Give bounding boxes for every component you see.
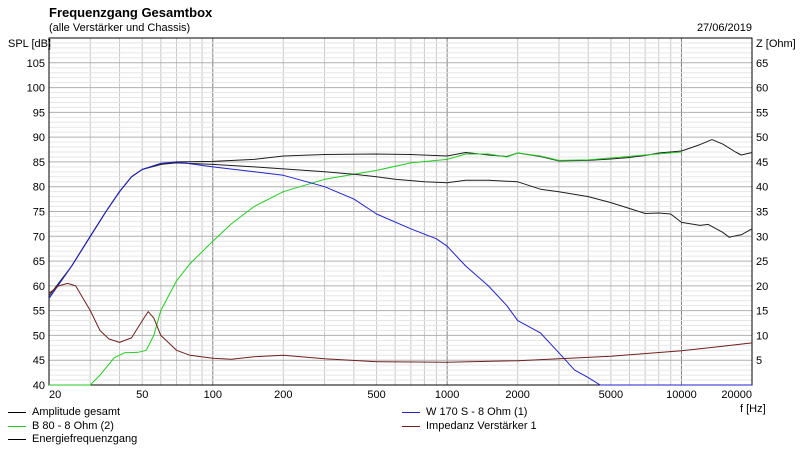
- series-line-0: [48, 139, 753, 297]
- series-line-4: [48, 282, 753, 363]
- legend-swatch: [8, 438, 26, 440]
- plot-frame: [48, 37, 753, 386]
- y-tick-label: 60: [33, 281, 45, 293]
- legend-item-energie: Energiefrequenzgang: [8, 433, 137, 446]
- x-tick-label: 500: [367, 389, 385, 401]
- y-axis-label: SPL [dB]: [8, 38, 52, 50]
- y2-tick-label: 10: [756, 330, 768, 342]
- x-tick-label: 200: [274, 389, 292, 401]
- x-tick-label: 1000: [435, 389, 459, 401]
- legend-swatch: [8, 411, 26, 413]
- y-tick-label: 80: [33, 182, 45, 194]
- series-line-2: [48, 162, 753, 299]
- legend-item-b80: B 80 - 8 Ohm (2): [8, 420, 114, 433]
- x-tick-label: 20: [49, 389, 61, 401]
- y-tick-label: 70: [33, 231, 45, 243]
- legend-item-w170: W 170 S - 8 Ohm (1): [402, 406, 527, 419]
- x-tick-label: 20000: [721, 389, 752, 401]
- y-tick-label: 40: [33, 380, 45, 392]
- legend-label: Impedanz Verstärker 1: [426, 420, 537, 432]
- y-tick-label: 65: [33, 256, 45, 268]
- y-tick-label: 100: [27, 83, 45, 95]
- y2-tick-label: 65: [756, 58, 768, 70]
- x-axis-label: f [Hz]: [740, 403, 766, 415]
- legend-swatch: [402, 425, 420, 427]
- series-line-3: [48, 161, 752, 386]
- legend-label: Energiefrequenzgang: [32, 433, 138, 445]
- chart-subtitle: (alle Verstärker und Chassis): [49, 22, 191, 34]
- y-tick-label: 90: [33, 132, 45, 144]
- y2-tick-label: 30: [756, 231, 768, 243]
- legend-swatch: [8, 425, 26, 427]
- x-tick-label: 10000: [666, 389, 697, 401]
- y2-tick-label: 50: [756, 132, 768, 144]
- legend-label: B 80 - 8 Ohm (2): [32, 420, 114, 432]
- legend-label: Amplitude gesamt: [32, 406, 121, 418]
- y2-tick-label: 55: [756, 107, 768, 119]
- y-tick-label: 85: [33, 157, 45, 169]
- x-tick-label: 50: [136, 389, 148, 401]
- legend-item-amplitude: Amplitude gesamt: [8, 406, 120, 419]
- x-tick-label: 100: [204, 389, 222, 401]
- legend-swatch: [402, 411, 420, 413]
- chart-date: 27/06/2019: [696, 22, 752, 34]
- y-tick-label: 50: [33, 330, 45, 342]
- y2-tick-label: 40: [756, 182, 768, 194]
- series-line-1: [49, 151, 682, 386]
- y-tick-label: 105: [27, 58, 45, 70]
- y2-tick-label: 25: [756, 256, 768, 268]
- legend-label: W 170 S - 8 Ohm (1): [426, 406, 528, 418]
- chart-title: Frequenzgang Gesamtbox: [49, 5, 213, 20]
- y-tick-label: 45: [33, 355, 45, 367]
- legend-item-impedanz: Impedanz Verstärker 1: [402, 420, 537, 433]
- y2-tick-label: 60: [756, 83, 768, 95]
- y2-tick-label: 35: [756, 207, 768, 219]
- y2-tick-label: 15: [756, 306, 768, 318]
- y2-tick-label: 5: [756, 355, 762, 367]
- y2-tick-label: 20: [756, 281, 768, 293]
- y-tick-label: 95: [33, 107, 45, 119]
- y-tick-label: 55: [33, 306, 45, 318]
- x-tick-label: 5000: [599, 389, 623, 401]
- y2-tick-label: 45: [756, 157, 768, 169]
- x-tick-label: 2000: [505, 389, 529, 401]
- y-tick-label: 75: [33, 207, 45, 219]
- y2-axis-label: Z [Ohm]: [756, 38, 796, 50]
